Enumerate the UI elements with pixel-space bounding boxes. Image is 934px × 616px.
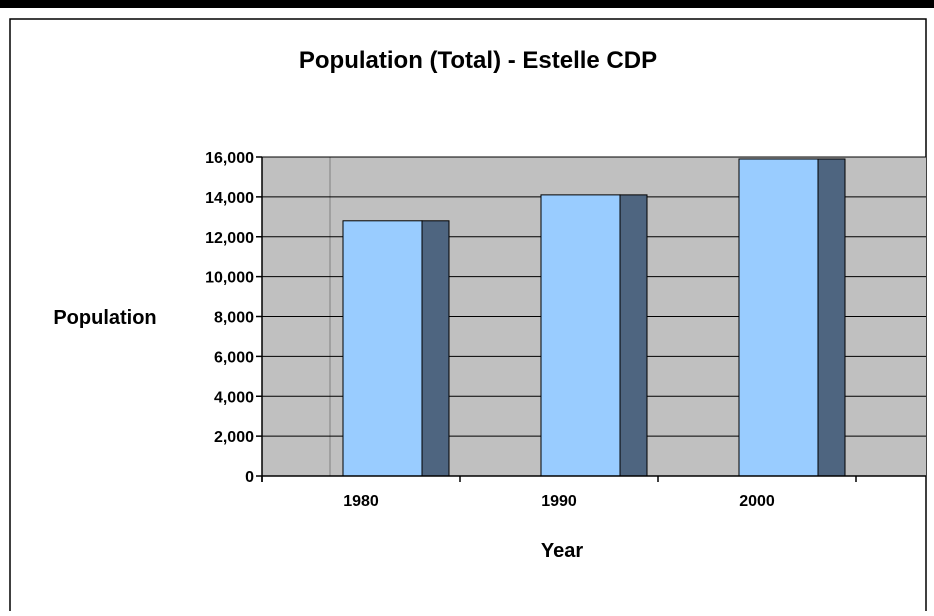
chart-title: Population (Total) - Estelle CDP	[299, 47, 657, 74]
bar-side	[619, 194, 648, 477]
x-tick-labels: 1980 1990 2000	[343, 493, 775, 510]
bar	[342, 220, 423, 477]
bar	[540, 194, 621, 477]
y-axis-title: Population	[53, 307, 156, 329]
y-tick-label: 14,000	[205, 190, 254, 207]
y-tick-label: 10,000	[205, 270, 254, 287]
y-tick-label: 12,000	[205, 230, 254, 247]
bar	[738, 158, 819, 477]
x-tick-label: 1990	[541, 493, 577, 510]
y-tick-label: 8,000	[214, 310, 254, 327]
y-tick-label: 4,000	[214, 389, 254, 406]
x-tick-label: 1980	[343, 493, 379, 510]
x-axis-title: Year	[541, 540, 583, 562]
y-tick-labels: 0 2,000 4,000 6,000 8,000 10,000 12,000 14,000 1…	[205, 150, 254, 486]
bars	[342, 158, 846, 477]
y-tick-label: 2,000	[214, 429, 254, 446]
bar-side	[421, 220, 450, 477]
x-tick-label: 2000	[739, 493, 775, 510]
y-tick-label: 16,000	[205, 150, 254, 167]
top-border-bar	[0, 0, 934, 8]
y-tick-label: 6,000	[214, 349, 254, 366]
bar-side	[817, 158, 846, 477]
axes	[256, 156, 926, 482]
y-tick-label: 0	[245, 469, 254, 486]
